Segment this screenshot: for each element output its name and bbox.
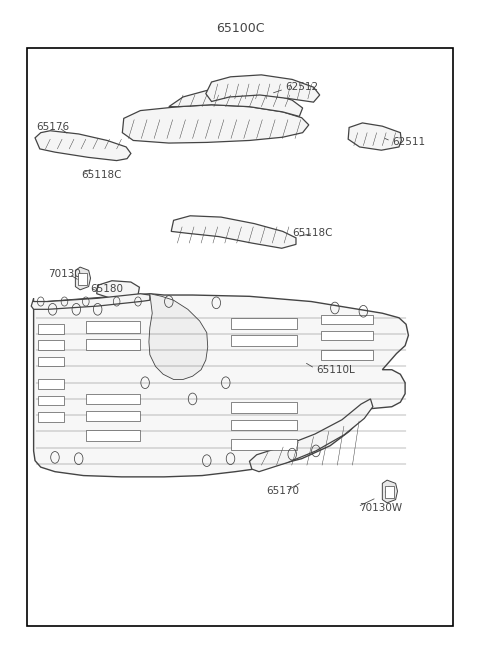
Polygon shape <box>383 480 397 503</box>
Polygon shape <box>230 402 297 413</box>
Bar <box>26 48 454 626</box>
Text: 62511: 62511 <box>392 138 425 147</box>
Polygon shape <box>86 321 140 333</box>
Polygon shape <box>230 335 297 346</box>
Polygon shape <box>149 293 208 379</box>
Polygon shape <box>35 131 131 160</box>
Text: 65118C: 65118C <box>81 170 121 180</box>
Text: 65180: 65180 <box>91 284 123 293</box>
Polygon shape <box>86 394 140 404</box>
Polygon shape <box>86 430 140 441</box>
Text: 65170: 65170 <box>266 486 299 496</box>
Text: 65176: 65176 <box>36 122 69 132</box>
Polygon shape <box>38 396 64 405</box>
Polygon shape <box>321 314 373 324</box>
Bar <box>78 273 87 285</box>
Polygon shape <box>38 412 64 422</box>
Polygon shape <box>96 281 139 299</box>
Polygon shape <box>230 318 297 329</box>
Text: 65110L: 65110L <box>316 365 355 375</box>
Polygon shape <box>38 357 64 366</box>
Polygon shape <box>75 267 91 290</box>
Polygon shape <box>348 123 401 150</box>
Polygon shape <box>38 324 64 334</box>
Polygon shape <box>122 105 309 143</box>
Polygon shape <box>34 293 408 477</box>
Polygon shape <box>31 293 150 309</box>
Bar <box>385 486 394 498</box>
Text: 70130W: 70130W <box>359 503 402 513</box>
Polygon shape <box>230 420 297 430</box>
Polygon shape <box>321 350 373 360</box>
Polygon shape <box>230 440 297 449</box>
Polygon shape <box>206 75 320 102</box>
Polygon shape <box>86 339 140 350</box>
Polygon shape <box>38 379 64 389</box>
Text: 65118C: 65118C <box>292 229 333 238</box>
Polygon shape <box>86 411 140 421</box>
Polygon shape <box>38 341 64 350</box>
Polygon shape <box>250 399 373 472</box>
Polygon shape <box>321 331 373 341</box>
Text: 70130: 70130 <box>48 269 81 279</box>
Polygon shape <box>171 215 296 248</box>
Text: 62512: 62512 <box>285 83 318 92</box>
Text: 65100C: 65100C <box>216 22 264 35</box>
Polygon shape <box>169 87 302 117</box>
